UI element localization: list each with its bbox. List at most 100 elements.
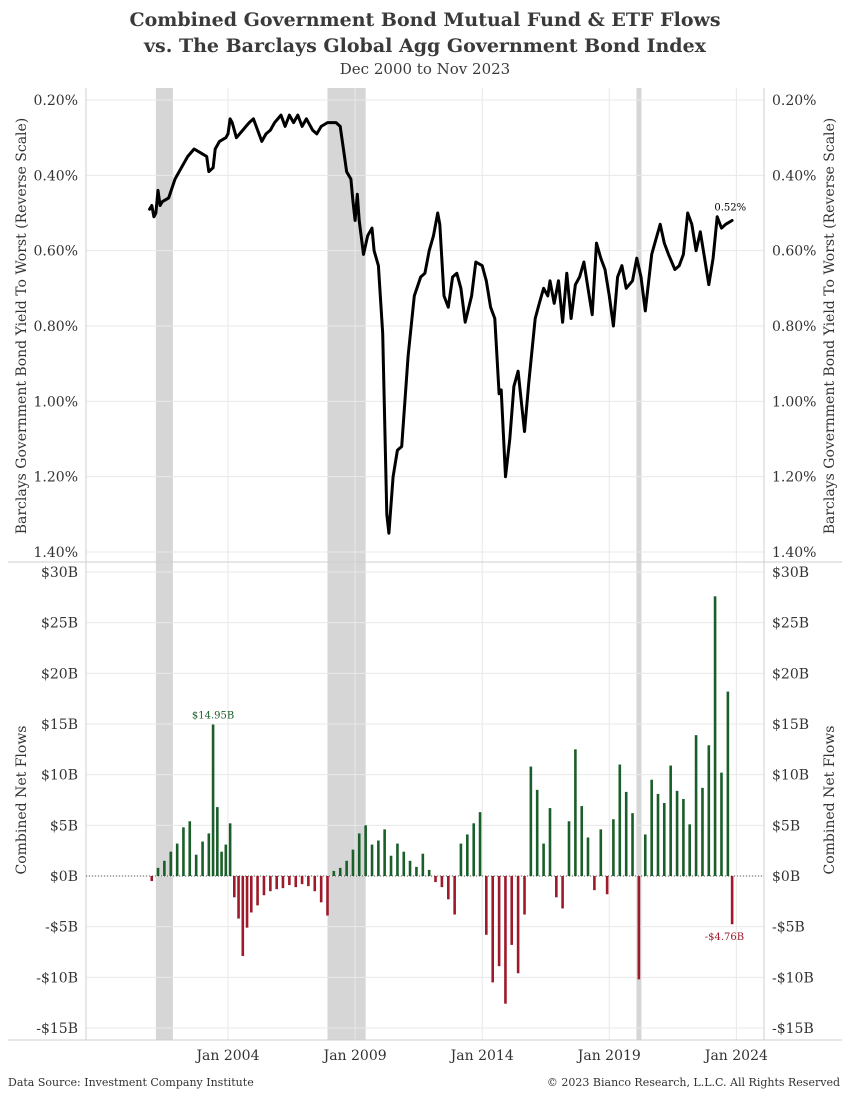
flow-bar-23: [275, 876, 278, 890]
flows-tick-right-0: $30B: [772, 565, 809, 581]
flows-tick-left-3: $15B: [41, 717, 78, 733]
flow-bar-25: [288, 876, 291, 886]
flow-bar-67: [555, 876, 558, 898]
flows-last-label: -$4.76B: [705, 932, 744, 943]
flow-bar-28: [307, 876, 310, 887]
flow-bar-40: [383, 829, 386, 876]
chart-title-line1: Combined Government Bond Mutual Fund & E…: [129, 9, 721, 31]
flow-bar-85: [669, 765, 672, 876]
flow-bar-1: [156, 867, 160, 876]
flow-bar-20: [256, 876, 259, 906]
yield-tick-left-5: 1.20%: [34, 470, 78, 486]
flows-tick-left-1: $25B: [41, 616, 78, 632]
flow-bar-37: [364, 825, 367, 876]
flow-bar-49: [440, 876, 444, 888]
flow-bar-66: [548, 808, 552, 876]
x-tick-4: Jan 2024: [703, 1048, 768, 1064]
flow-bar-63: [529, 766, 533, 876]
flow-bar-92: [713, 596, 717, 876]
flows-tick-right-3: $15B: [772, 717, 809, 733]
flow-bar-76: [612, 819, 615, 876]
flow-bar-9: [207, 833, 211, 876]
flow-bar-80: [637, 876, 641, 980]
flow-bar-31: [326, 876, 329, 916]
flow-bar-57: [491, 876, 495, 983]
flow-bar-93: [720, 772, 723, 876]
flow-bar-18: [245, 876, 249, 928]
flow-bar-72: [586, 837, 590, 876]
flow-bar-78: [624, 791, 628, 876]
flow-bar-43: [402, 851, 406, 876]
flow-bar-47: [427, 869, 431, 876]
flow-bar-41: [389, 855, 393, 876]
flow-bar-3: [169, 851, 173, 876]
flow-bar-89: [694, 735, 698, 876]
flow-bar-13: [224, 844, 228, 876]
flow-bar-91: [707, 745, 711, 876]
flow-bar-73: [593, 876, 596, 891]
yield-tick-right-1: 0.40%: [772, 168, 816, 184]
flow-bar-88: [688, 824, 691, 876]
flow-bar-12: [220, 851, 223, 876]
flow-bar-7: [194, 854, 198, 876]
yield-tick-right-3: 0.80%: [772, 319, 816, 335]
flow-bar-75: [605, 876, 609, 895]
flow-bar-26: [294, 876, 298, 888]
flow-bar-24: [281, 876, 285, 889]
flow-bar-45: [415, 866, 418, 876]
flows-tick-left-7: -$5B: [45, 920, 78, 936]
flow-bar-62: [523, 876, 526, 915]
yield-tick-right-6: 1.40%: [772, 545, 816, 561]
chart-title-line2: vs. The Barclays Global Agg Government B…: [143, 35, 707, 57]
flow-bar-33: [338, 867, 342, 876]
flows-tick-left-9: -$15B: [36, 1021, 78, 1037]
yield-tick-left-3: 0.80%: [34, 319, 78, 335]
flow-bar-83: [656, 793, 660, 876]
flow-bar-61: [516, 876, 520, 974]
flow-bar-36: [357, 833, 361, 876]
flow-bar-59: [504, 876, 507, 1004]
x-tick-3: Jan 2019: [576, 1048, 641, 1064]
flow-bar-74: [599, 829, 603, 876]
flow-bar-21: [262, 876, 266, 896]
flow-bar-84: [662, 803, 666, 876]
flow-bar-81: [643, 834, 647, 876]
flow-bar-70: [574, 749, 577, 876]
flow-bar-82: [650, 779, 653, 876]
flow-bar-34: [345, 860, 348, 876]
flow-bar-22: [269, 876, 272, 892]
flow-bar-44: [408, 860, 412, 876]
x-tick-2: Jan 2014: [449, 1048, 514, 1064]
flow-bar-87: [682, 798, 685, 876]
yield-tick-right-5: 1.20%: [772, 470, 816, 486]
flow-bar-16: [237, 876, 240, 919]
flows-tick-right-8: -$10B: [772, 970, 814, 986]
flow-bar-52: [459, 843, 463, 876]
flow-bar-17: [241, 876, 245, 957]
flow-bar-35: [351, 849, 355, 876]
flow-bar-11: [216, 807, 219, 876]
flow-bar-4: [175, 843, 179, 876]
x-tick-1: Jan 2009: [322, 1048, 387, 1064]
flow-bar-77: [618, 764, 622, 876]
flows-tick-left-0: $30B: [41, 565, 78, 581]
x-tick-0: Jan 2004: [194, 1048, 259, 1064]
flow-bar-94: [726, 691, 730, 876]
data-source: Data Source: Investment Company Institut…: [8, 1076, 254, 1089]
yield-tick-left-4: 1.00%: [34, 394, 78, 410]
combined-chart: 0.20% 0.20% 0.40% 0.40% 0.60% 0.60% 0.80% 0.80%…: [8, 88, 842, 1064]
flow-bar-14: [228, 823, 232, 876]
yield-tick-right-2: 0.60%: [772, 244, 816, 260]
flows-axis-title-right: Combined Net Flows: [822, 726, 838, 875]
yield-tick-right-4: 1.00%: [772, 394, 816, 410]
flow-bar-2: [163, 860, 166, 876]
flow-bar-95: [730, 876, 734, 925]
flows-tick-left-4: $10B: [41, 768, 78, 784]
flow-bar-64: [535, 789, 539, 876]
flow-bar-55: [478, 812, 482, 876]
flow-bar-39: [377, 840, 380, 876]
flow-bar-10: [211, 724, 215, 876]
chart-subtitle: Dec 2000 to Nov 2023: [339, 60, 511, 78]
flow-bar-53: [466, 834, 469, 876]
